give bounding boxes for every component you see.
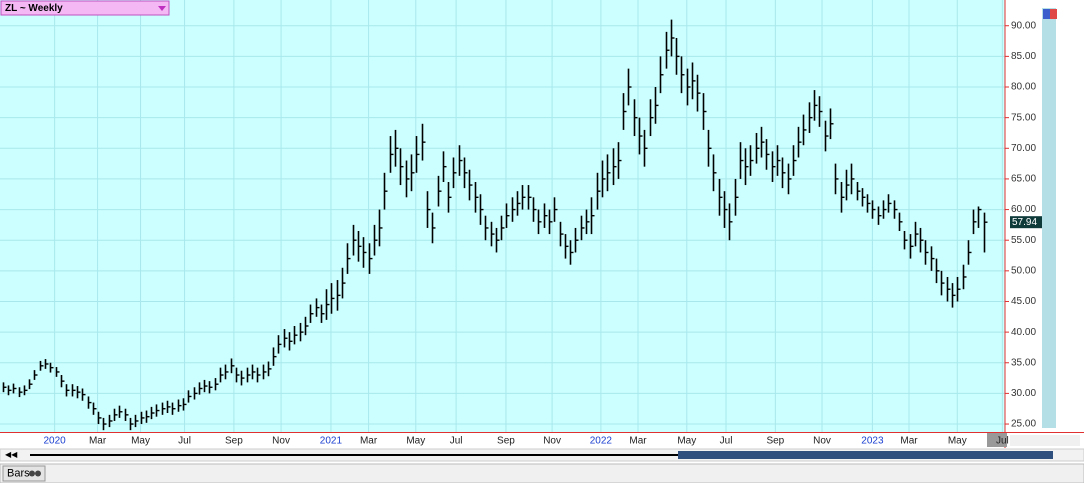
x-tick-label: Sep (497, 436, 515, 447)
bars-tab[interactable] (2, 465, 46, 482)
x-tick-label: Jul (450, 436, 463, 447)
x-tick-label: Nov (272, 436, 290, 447)
x-tick-label: Mar (900, 436, 918, 447)
y-tick-label: 45.00 (1011, 296, 1036, 307)
range-marker (987, 433, 1007, 447)
y-tick-label: 80.00 (1011, 82, 1036, 93)
x-tick-label: May (131, 436, 150, 447)
y-tick-label: 30.00 (1011, 388, 1036, 399)
tab-icon (29, 470, 35, 477)
x-tick-label: May (948, 436, 967, 447)
y-tick-label: 85.00 (1011, 51, 1036, 62)
side-strip (1042, 8, 1056, 428)
x-tick-label: Mar (629, 436, 647, 447)
axes: 25.00 30.00 35.00 40.00 45.00 50.00 55.00 60.00… (44, 20, 1042, 447)
scroll-left[interactable]: ◀◀ (5, 450, 18, 459)
s-button[interactable] (1050, 9, 1057, 19)
last-price-label: 57.94 (1012, 217, 1037, 228)
toolbar[interactable] (1010, 435, 1080, 446)
x-tick-label: 2020 (44, 436, 67, 447)
y-tick-label: 25.00 (1011, 419, 1036, 430)
tab-icon (35, 470, 41, 477)
y-tick-label: 60.00 (1011, 204, 1036, 215)
x-tick-label: Sep (766, 436, 784, 447)
x-tick-label: Nov (813, 436, 831, 447)
x-tick-label: Jul (720, 436, 733, 447)
b-button[interactable] (1043, 9, 1050, 19)
y-tick-label: 65.00 (1011, 174, 1036, 185)
y-tick-label: 55.00 (1011, 235, 1036, 246)
dropdown-arrow[interactable] (158, 6, 166, 11)
x-tick-label: 2023 (861, 436, 884, 447)
last-price-box (1010, 216, 1042, 229)
x-tick-label: Mar (89, 436, 107, 447)
x-tick-label: Nov (543, 436, 561, 447)
x-tick-label: May (677, 436, 696, 447)
footer-label: Bars (7, 467, 30, 479)
bars (2, 19, 988, 431)
grid (0, 0, 1005, 432)
x-tick-label: 2022 (590, 436, 613, 447)
y-tick-label: 75.00 (1011, 112, 1036, 123)
x-tick-label: Mar (360, 436, 378, 447)
y-tick-label: 35.00 (1011, 357, 1036, 368)
scroll-thumb[interactable] (678, 451, 1053, 459)
y-tick-label: 90.00 (1011, 20, 1036, 31)
footer-bar (0, 463, 1084, 483)
y-tick-label: 70.00 (1011, 143, 1036, 154)
x-tick-label: May (406, 436, 425, 447)
x-tick-label: Sep (225, 436, 243, 447)
symbol-dropdown[interactable] (0, 0, 170, 16)
x-tick-label: Jul (996, 436, 1009, 447)
y-tick-label: 50.00 (1011, 265, 1036, 276)
plot-area (0, 0, 1005, 432)
x-tick-label: 2021 (320, 436, 343, 447)
x-tick-label: Jul (178, 436, 191, 447)
symbol-title: ZL ~ Weekly (5, 3, 63, 14)
y-tick-label: 40.00 (1011, 327, 1036, 338)
